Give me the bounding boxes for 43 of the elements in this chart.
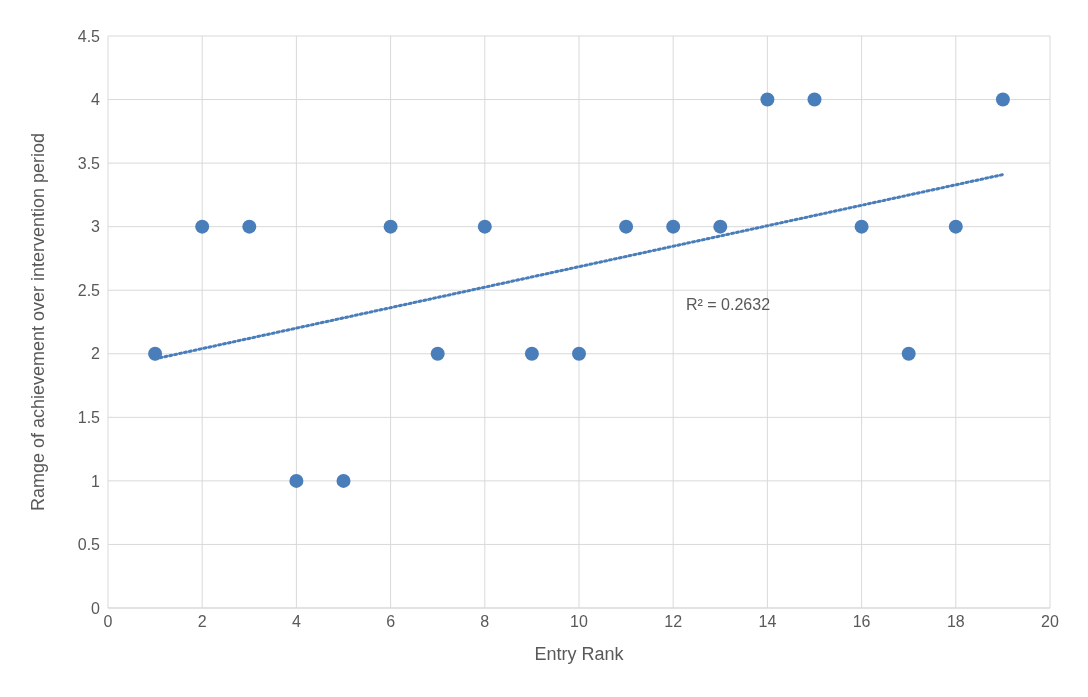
point xyxy=(336,473,351,488)
x-tick-label: 8 xyxy=(480,613,490,631)
point xyxy=(572,346,586,361)
point xyxy=(713,219,728,234)
y-tick-label: 0.5 xyxy=(77,536,101,554)
point xyxy=(195,219,210,234)
point xyxy=(242,219,257,234)
y-tick-label: 4.5 xyxy=(77,27,101,45)
point xyxy=(430,346,445,361)
y-tick-label: 1 xyxy=(91,472,101,490)
point xyxy=(289,473,304,488)
x-tick-label: 14 xyxy=(758,613,777,631)
point xyxy=(524,346,539,361)
y-axis-title: Ramge of achievement over intervention period xyxy=(28,132,49,512)
point xyxy=(807,92,822,107)
y-tick-label: 1.5 xyxy=(77,409,101,427)
point xyxy=(619,219,634,234)
y-tick-label: 0 xyxy=(91,599,101,617)
x-tick-label: 10 xyxy=(570,613,588,631)
point xyxy=(148,346,163,361)
point xyxy=(666,219,681,234)
y-tick-label: 2 xyxy=(91,345,101,363)
y-tick-label: 3.5 xyxy=(77,154,101,172)
x-axis-title: Entry Rank xyxy=(534,644,625,664)
y-tick-label: 4 xyxy=(91,91,101,109)
x-tick-label: 18 xyxy=(946,613,965,631)
point xyxy=(477,219,492,234)
x-tick-label: 6 xyxy=(386,613,396,631)
annotation: R² = 0.2632 xyxy=(686,296,771,314)
point xyxy=(383,219,398,234)
point xyxy=(995,92,1010,107)
x-tick-label: 16 xyxy=(852,613,871,631)
x-tick-label: 12 xyxy=(664,613,683,631)
y-tick-label: 2.5 xyxy=(77,281,101,299)
x-tick-label: 2 xyxy=(197,613,207,631)
x-tick-label: 20 xyxy=(1041,613,1059,631)
point xyxy=(901,346,916,361)
point xyxy=(948,219,963,234)
y-tick-label: 3 xyxy=(91,218,101,236)
x-tick-label: 0 xyxy=(103,613,113,631)
point xyxy=(760,92,775,107)
point xyxy=(854,219,869,234)
x-tick-label: 4 xyxy=(291,613,301,631)
